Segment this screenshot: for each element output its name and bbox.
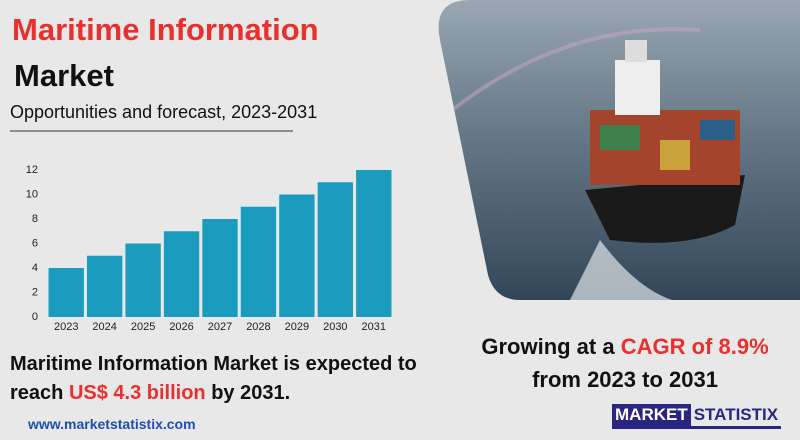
website: www.marketstatistix.com [28,416,196,432]
logo-right: STATISTIX [690,404,782,429]
x-tick-label: 2026 [169,321,193,333]
logo-left: MARKET [612,404,691,429]
growth-text: from 2023 to 2031 [532,367,718,392]
y-tick-label: 10 [26,188,38,200]
x-tick-label: 2025 [131,321,155,333]
growth-highlight: CAGR of 8.9% [620,334,769,359]
bar [86,255,123,317]
bar [202,219,238,317]
growth: Growing at a CAGR of 8.9% from 2023 to 20… [450,330,800,396]
y-tick-label: 0 [32,311,38,323]
x-tick-label: 2023 [54,321,78,333]
y-tick-label: 4 [32,262,38,274]
bar [279,194,315,317]
bar [356,170,392,317]
summary-text: by 2031. [205,382,291,404]
x-tick-label: 2031 [362,321,386,333]
bar [125,243,161,317]
summary: Maritime Information Market is expected … [10,350,450,408]
x-tick-label: 2024 [92,321,116,333]
y-tick-label: 6 [32,237,38,249]
x-tick-label: 2028 [246,321,270,333]
logo: MARKET STATISTIX [612,404,782,429]
x-tick-label: 2030 [323,321,347,333]
x-tick-label: 2029 [285,321,309,333]
title-continued: Market [14,58,114,93]
growth-text: Growing at a [481,334,621,359]
ship-photo [438,0,800,300]
bar [317,182,354,317]
y-tick-label: 12 [26,164,38,176]
x-tick-label: 2027 [208,321,232,333]
summary-text: Maritime Information Market is expected … [10,353,417,404]
bar [163,231,200,317]
y-tick-label: 8 [32,213,38,225]
bar [48,268,84,317]
y-tick-label: 2 [32,286,38,298]
bar [240,206,277,317]
summary-highlight: US$ 4.3 billion [68,382,206,404]
title: Maritime Information [12,12,319,47]
subtitle: Opportunities and forecast, 2023-2031 [10,102,318,122]
